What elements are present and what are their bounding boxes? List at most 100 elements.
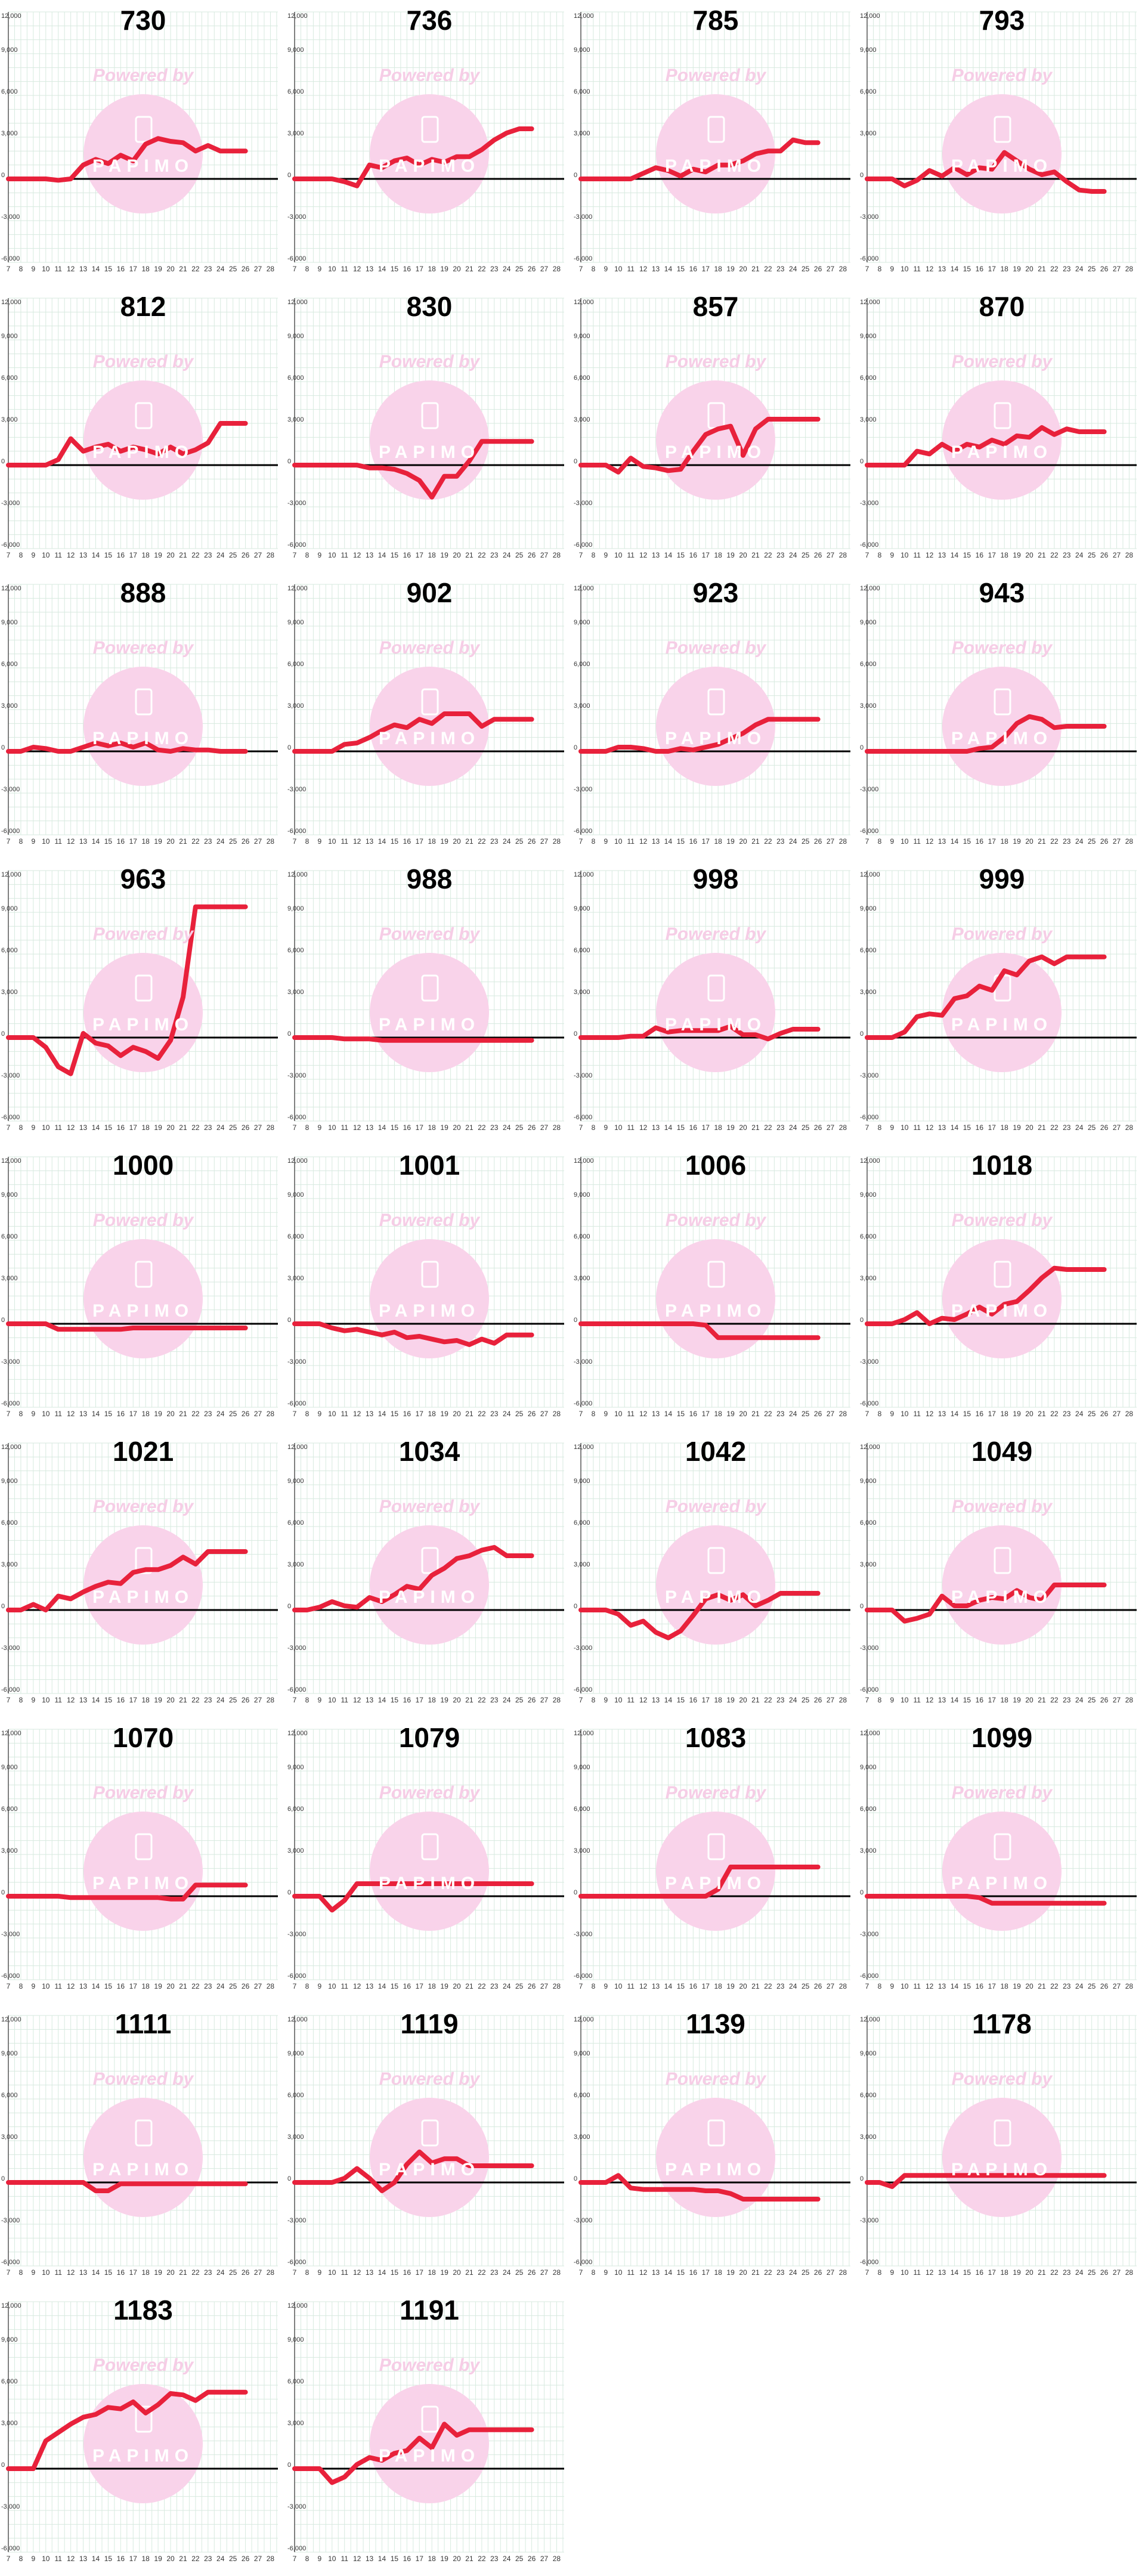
data-point [792,1029,794,1030]
x-tick-label: 25 [515,1410,524,1418]
y-tick-label: -3,000 [1,1072,20,1079]
x-tick-label: 25 [1088,551,1096,559]
chart-title: 1006 [685,1150,747,1181]
x-tick-label: 13 [366,1410,374,1418]
data-point [356,465,358,466]
data-point [381,167,383,169]
x-tick-label: 13 [366,2555,374,2563]
y-tick-label: 3,000 [1,2134,18,2141]
watermark-text-top: Powered by [665,66,766,85]
y-tick-label: 0 [1,1603,5,1610]
x-tick-label: 10 [328,2268,336,2277]
x-tick-label: 11 [913,1696,921,1704]
x-tick-label: 10 [614,1410,623,1418]
data-point [45,465,47,466]
x-tick-label: 13 [366,1982,374,1990]
data-point [1016,1301,1018,1302]
data-point [506,1334,507,1336]
x-tick-label: 17 [702,2268,710,2277]
y-tick-label: 9,000 [1,619,18,626]
x-tick-label: 18 [1001,1982,1009,1990]
data-point [867,1896,868,1897]
data-point [107,2190,109,2191]
data-point [692,749,694,751]
x-tick-label: 20 [739,265,747,273]
data-point [518,128,520,129]
data-point [57,2182,59,2183]
x-tick-label: 15 [677,265,685,273]
x-tick-label: 25 [515,1696,524,1704]
data-point [318,1323,320,1324]
data-point [878,465,880,466]
y-tick-label: 0 [287,1317,291,1324]
x-tick-label: 28 [553,1123,561,1132]
data-point [1016,723,1018,724]
y-tick-label: 9,000 [1,1764,18,1771]
x-tick-label: 25 [229,2555,237,2563]
x-tick-label: 16 [976,2268,984,2277]
watermark-phone-icon [135,1833,153,1860]
x-tick-label: 19 [440,551,448,559]
x-tick-label: 21 [1038,1410,1046,1418]
data-point [979,985,980,987]
x-tick-label: 23 [490,551,499,559]
watermark-text-top: Powered by [665,352,766,371]
data-point [617,747,619,748]
x-tick-label: 24 [503,1982,511,1990]
y-tick-label: 12,000 [287,871,308,878]
x-tick-label: 24 [503,1123,511,1132]
x-tick-label: 27 [254,2268,262,2277]
x-tick-label: 25 [515,1123,524,1132]
x-tick-label: 21 [179,1410,187,1418]
watermark-text-top: Powered by [665,1210,766,1230]
x-tick-label: 8 [878,837,882,846]
data-point [107,444,109,445]
data-point [779,1866,781,1868]
x-tick-label: 27 [827,1410,835,1418]
x-tick-label: 16 [976,265,984,273]
watermark-text-bottom: PAPIMO [951,1587,1053,1607]
x-tick-label: 12 [67,837,75,846]
y-tick-label: 0 [1,172,5,179]
data-point [306,1323,308,1324]
data-point [878,1896,880,1897]
data-point [779,1337,781,1339]
chart-panel: 12,000 9,000 6,000 3,000 0 -3,000 -6,000 7 8 9 10 1… [0,2290,286,2576]
x-tick-label: 27 [827,1123,835,1132]
x-tick-label: 12 [926,837,934,846]
data-point [95,159,97,160]
x-tick-label: 21 [179,2555,187,2563]
y-tick-label: 3,000 [287,702,304,710]
x-tick-label: 26 [814,551,822,559]
x-tick-label: 24 [216,1982,225,1990]
data-point [356,742,358,744]
data-point [580,1323,581,1324]
x-tick-label: 26 [814,265,822,273]
x-tick-label: 23 [204,1982,212,1990]
x-tick-label: 25 [802,837,810,846]
y-tick-label: -6,000 [860,1114,878,1121]
x-tick-label: 13 [652,2268,660,2277]
data-point [406,2163,408,2165]
data-point [605,1609,606,1611]
data-point [157,749,159,751]
x-tick-label: 19 [154,551,162,559]
watermark-text-top: Powered by [951,1783,1053,1803]
data-point [45,2440,47,2442]
data-point [431,159,433,160]
data-point [717,164,719,166]
x-tick-label: 28 [1125,551,1134,559]
x-tick-label: 8 [19,1410,23,1418]
x-tick-label: 13 [938,837,946,846]
chart-panel: 12,000 9,000 6,000 3,000 0 -3,000 -6,000 7 8 9 10 1… [859,286,1145,572]
data-point [294,465,295,466]
data-point [182,1327,184,1329]
data-point [194,2399,196,2401]
data-point [381,2190,383,2191]
x-tick-label: 10 [900,1696,909,1704]
x-tick-label: 9 [890,265,895,273]
